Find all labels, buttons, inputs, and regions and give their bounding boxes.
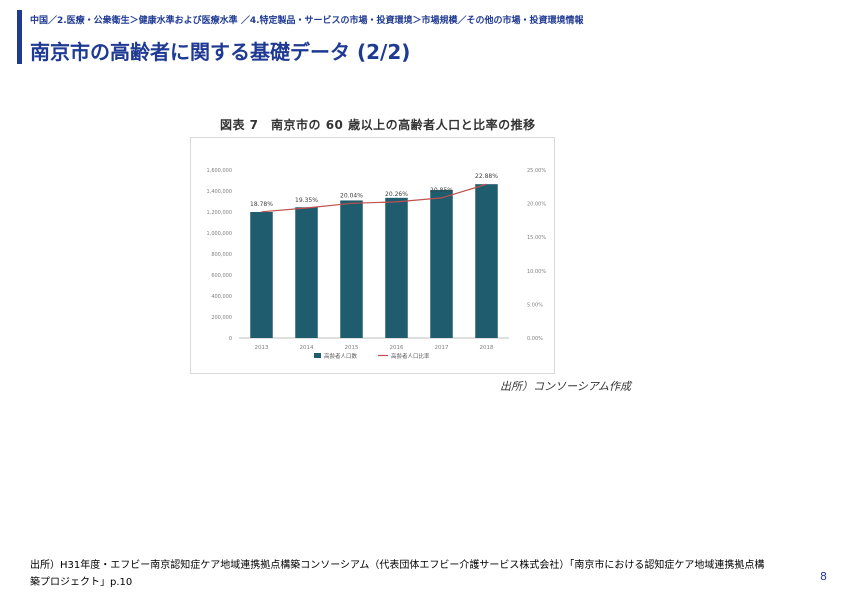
x-tick-label: 2015: [345, 345, 359, 351]
legend-label: 高齢者人口比率: [391, 352, 430, 360]
x-tick-label: 2017: [435, 345, 449, 351]
y2-tick-label: 0.00%: [527, 336, 543, 342]
y-tick-label: 1,000,000: [207, 231, 232, 237]
population-chart: 0 200,000 400,000 600,000 800,000 1,000,000 1,…: [207, 168, 547, 360]
data-label: 19.35%: [295, 197, 318, 204]
x-tick-label: 2018: [480, 345, 494, 351]
y-tick-label: 1,400,000: [207, 189, 232, 195]
chart-bar: [340, 200, 363, 338]
y-tick-label: 600,000: [211, 273, 232, 279]
data-label: 22.88%: [475, 173, 498, 180]
y2-tick-label: 20.00%: [527, 202, 546, 208]
footer-source-citation: 出所）H31年度・エフビー南京認知症ケア地域連携拠点構築コンソーシアム（代表団体…: [30, 560, 765, 588]
y-tick-label: 0: [229, 336, 232, 342]
y-tick-label: 200,000: [211, 315, 232, 321]
x-tick-label: 2013: [255, 345, 269, 351]
ratio-line: [261, 183, 487, 213]
data-label: 18.78%: [250, 201, 273, 208]
data-label: 20.04%: [340, 192, 363, 199]
chart-frame: 0 200,000 400,000 600,000 800,000 1,000,000 1,…: [190, 137, 555, 374]
chart-bar: [430, 189, 453, 338]
y2-tick-label: 10.00%: [527, 269, 546, 275]
page-title: 南京市の高齢者に関する基礎データ (2/2): [30, 40, 411, 64]
chart-bar: [475, 184, 498, 338]
data-label: 20.26%: [385, 191, 408, 198]
data-label: 20.85%: [430, 187, 453, 194]
breadcrumb: 中国／2.医療・公衆衛生＞健康水準および医療水準 ／4.特定製品・サービスの市場…: [30, 16, 584, 26]
chart-bar: [250, 212, 273, 338]
x-tick-label: 2016: [390, 345, 404, 351]
y-tick-label: 1,600,000: [207, 168, 232, 174]
x-tick-label: 2014: [300, 345, 314, 351]
chart-bar: [385, 197, 408, 338]
y-tick-label: 800,000: [211, 252, 232, 258]
legend-label: 高齢者人口数: [324, 352, 358, 360]
title-accent-bar: [17, 10, 22, 64]
legend-swatch-bar: [314, 353, 321, 358]
page-number: 8: [820, 570, 827, 583]
chart-source-note: 出所）コンソーシアム作成: [500, 380, 632, 393]
chart-bar: [295, 207, 318, 338]
y2-tick-label: 15.00%: [527, 235, 546, 241]
y2-tick-label: 25.00%: [527, 168, 546, 174]
y2-tick-label: 5.00%: [527, 302, 543, 308]
figure-title: 図表 7 南京市の 60 歳以上の高齢者人口と比率の推移: [220, 118, 536, 132]
y-tick-label: 1,200,000: [207, 210, 232, 216]
y-tick-label: 400,000: [211, 294, 232, 300]
